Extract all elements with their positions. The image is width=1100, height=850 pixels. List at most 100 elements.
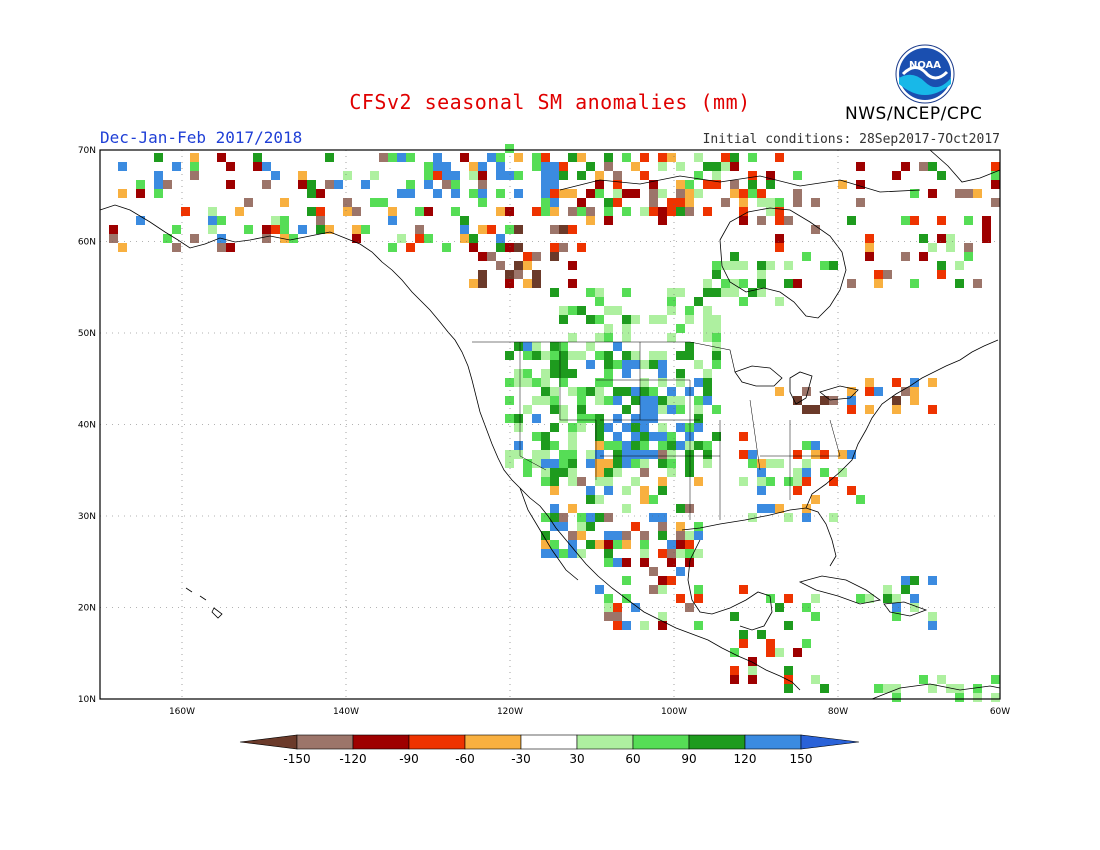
anomaly-cell	[766, 648, 775, 657]
anomaly-cell	[640, 558, 649, 567]
anomaly-cell	[172, 243, 181, 252]
anomaly-cell	[685, 342, 694, 351]
anomaly-cell	[874, 279, 883, 288]
anomaly-cell	[676, 288, 685, 297]
anomaly-cell	[757, 504, 766, 513]
anomaly-cell	[775, 603, 784, 612]
anomaly-cell	[766, 261, 775, 270]
anomaly-cell	[541, 549, 550, 558]
anomaly-cell	[541, 450, 550, 459]
anomaly-cell	[739, 432, 748, 441]
anomaly-cell	[451, 189, 460, 198]
anomaly-cell	[532, 450, 541, 459]
anomaly-cell	[712, 315, 721, 324]
anomaly-cell	[595, 180, 604, 189]
anomaly-cell	[667, 549, 676, 558]
anomaly-cell	[775, 387, 784, 396]
anomaly-cell	[793, 279, 802, 288]
anomaly-cell	[676, 504, 685, 513]
anomaly-cell	[568, 306, 577, 315]
anomaly-cell	[559, 306, 568, 315]
anomaly-cell	[541, 396, 550, 405]
anomaly-cell	[226, 180, 235, 189]
anomaly-cell	[568, 504, 577, 513]
anomaly-cell	[622, 576, 631, 585]
anomaly-cell	[613, 558, 622, 567]
anomaly-cell	[622, 504, 631, 513]
anomaly-cell	[451, 207, 460, 216]
anomaly-cell	[316, 207, 325, 216]
map-gridlines	[100, 150, 1000, 699]
anomaly-cell	[559, 450, 568, 459]
anomaly-cell	[631, 423, 640, 432]
anomaly-cell	[478, 279, 487, 288]
anomaly-cell	[910, 216, 919, 225]
anomaly-cell	[748, 153, 757, 162]
anomaly-cell	[541, 477, 550, 486]
colorbar-swatch	[520, 734, 578, 750]
anomaly-cell	[559, 351, 568, 360]
anomaly-cell	[973, 189, 982, 198]
anomaly-cell	[928, 243, 937, 252]
anomaly-cell	[910, 576, 919, 585]
anomaly-cell	[514, 225, 523, 234]
anomaly-cell	[667, 441, 676, 450]
anomaly-cell	[784, 684, 793, 693]
anomaly-cell	[514, 378, 523, 387]
anomaly-cell	[892, 612, 901, 621]
anomaly-cell	[190, 234, 199, 243]
anomaly-cell	[415, 234, 424, 243]
anomaly-cell	[847, 486, 856, 495]
anomaly-cell	[802, 387, 811, 396]
anomaly-cell	[613, 621, 622, 630]
anomaly-cell	[712, 288, 721, 297]
anomaly-cell	[550, 504, 559, 513]
anomaly-cell	[550, 486, 559, 495]
anomaly-cell	[694, 378, 703, 387]
anomaly-cell	[532, 351, 541, 360]
anomaly-cell	[874, 270, 883, 279]
anomaly-cell	[568, 351, 577, 360]
anomaly-cell	[757, 216, 766, 225]
anomaly-cell	[991, 162, 1000, 171]
anomaly-cell	[658, 189, 667, 198]
anomaly-cell	[523, 369, 532, 378]
anomaly-cell	[892, 684, 901, 693]
anomaly-cell	[901, 576, 910, 585]
anomaly-cell	[568, 549, 577, 558]
anomaly-cell	[568, 459, 577, 468]
anomaly-cell	[586, 288, 595, 297]
anomaly-cell	[613, 396, 622, 405]
anomaly-cell	[568, 189, 577, 198]
anomaly-cell	[244, 225, 253, 234]
anomaly-cell	[118, 189, 127, 198]
anomaly-cell	[595, 540, 604, 549]
anomaly-cell	[667, 576, 676, 585]
anomaly-cell	[361, 225, 370, 234]
anomaly-cell	[613, 387, 622, 396]
anomaly-cell	[271, 171, 280, 180]
anomaly-cell	[244, 198, 253, 207]
anomaly-cell	[550, 513, 559, 522]
anomaly-cell	[631, 603, 640, 612]
anomaly-cell	[757, 270, 766, 279]
anomaly-cell	[667, 297, 676, 306]
anomaly-cell	[658, 207, 667, 216]
anomaly-cell	[892, 603, 901, 612]
anomaly-cell	[694, 171, 703, 180]
anomaly-cell	[640, 396, 649, 405]
anomaly-cell	[892, 396, 901, 405]
anomaly-cell	[694, 297, 703, 306]
anomaly-cell	[730, 288, 739, 297]
anomaly-cell	[667, 153, 676, 162]
anomaly-cell	[397, 234, 406, 243]
anomaly-cell	[496, 171, 505, 180]
anomaly-cell	[973, 693, 982, 702]
anomaly-cell	[640, 621, 649, 630]
anomaly-cell	[766, 639, 775, 648]
anomaly-cell	[586, 414, 595, 423]
anomaly-cell	[388, 153, 397, 162]
anomaly-cell	[514, 414, 523, 423]
anomaly-cell	[919, 234, 928, 243]
anomaly-cell	[694, 441, 703, 450]
